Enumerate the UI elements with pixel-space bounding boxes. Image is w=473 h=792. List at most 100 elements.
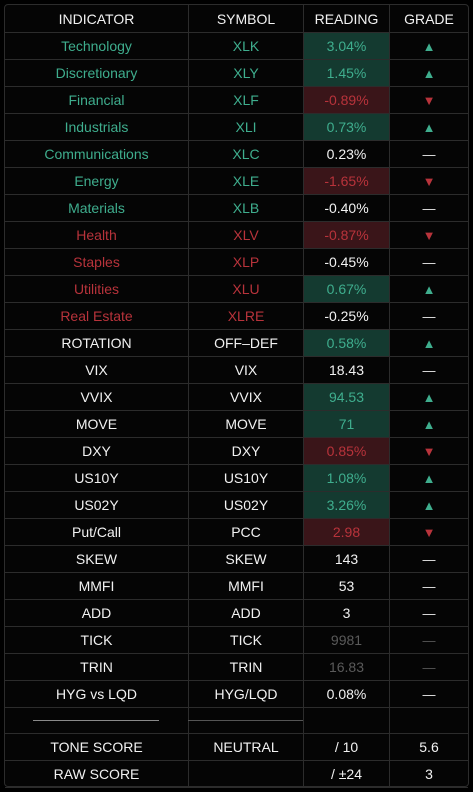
reading: -1.65% bbox=[303, 168, 389, 194]
separator-row bbox=[5, 708, 468, 734]
reading: 0.58% bbox=[303, 330, 389, 356]
reading: 0.08% bbox=[303, 681, 389, 707]
indicator-name: HYG vs LQD bbox=[56, 686, 137, 702]
symbol: PCC bbox=[188, 519, 303, 545]
reading: 0.85% bbox=[303, 438, 389, 464]
reading: -0.45% bbox=[303, 249, 389, 275]
grade: ▼ bbox=[389, 438, 468, 464]
symbol: ADD bbox=[188, 600, 303, 626]
symbol: XLF bbox=[188, 87, 303, 113]
grade: ▲ bbox=[389, 60, 468, 86]
reading: -0.89% bbox=[303, 87, 389, 113]
indicator-row: Staples XLP -0.45% — bbox=[5, 249, 468, 276]
indicator-row: Put/Call PCC 2.98 ▼ bbox=[5, 519, 468, 546]
indicator-row: MMFI MMFI 53— bbox=[5, 573, 468, 600]
indicator-row: Energy XLE -1.65% ▼ bbox=[5, 168, 468, 195]
score-indicator: TONE SCORE bbox=[50, 739, 143, 755]
column-header: INDICATOR bbox=[58, 10, 135, 27]
reading: 18.43 bbox=[303, 357, 389, 383]
reading: 2.98 bbox=[303, 519, 389, 545]
grade: ▼ bbox=[389, 87, 468, 113]
indicator-name: DXY bbox=[82, 443, 111, 459]
symbol: XLU bbox=[188, 276, 303, 302]
indicator-name: Health bbox=[76, 227, 117, 243]
grade: — bbox=[389, 141, 468, 167]
indicator-name: SKEW bbox=[75, 551, 118, 567]
indicator-row: ROTATION OFF–DEF 0.58% ▲ bbox=[5, 330, 468, 357]
grade: ▼ bbox=[389, 168, 468, 194]
indicator-name: Communications bbox=[44, 146, 149, 162]
symbol: XLE bbox=[188, 168, 303, 194]
grade: ▲ bbox=[389, 465, 468, 491]
grade: ▼ bbox=[389, 222, 468, 248]
indicator-row: US02Y US02Y 3.26% ▲ bbox=[5, 492, 468, 519]
indicator-name: Technology bbox=[61, 38, 132, 54]
indicator-row: Financial XLF -0.89% ▼ bbox=[5, 87, 468, 114]
symbol: XLRE bbox=[188, 303, 303, 329]
indicator-row: VVIX VVIX 94.53 ▲ bbox=[5, 384, 468, 411]
reading: -0.87% bbox=[303, 222, 389, 248]
indicator-name: Utilities bbox=[73, 281, 120, 297]
reading: 1.08% bbox=[303, 465, 389, 491]
indicator-row: DXY DXY 0.85% ▼ bbox=[5, 438, 468, 465]
grade: — bbox=[389, 573, 468, 599]
score-indicator: RAW SCORE bbox=[53, 766, 140, 782]
score-row: RAW SCORE / ±24 3 bbox=[5, 761, 468, 788]
score-empty bbox=[188, 761, 303, 787]
indicator-name: ADD bbox=[81, 605, 112, 621]
grade: — bbox=[389, 303, 468, 329]
indicator-name: Energy bbox=[74, 173, 119, 189]
reading: 0.67% bbox=[303, 276, 389, 302]
column-header: READING bbox=[303, 5, 389, 32]
indicator-name: TICK bbox=[80, 632, 113, 648]
divider-line bbox=[188, 720, 303, 721]
indicator-name: MMFI bbox=[78, 578, 115, 594]
symbol: XLC bbox=[188, 141, 303, 167]
indicator-name: US02Y bbox=[74, 497, 119, 513]
grade: ▲ bbox=[389, 276, 468, 302]
divider-line bbox=[33, 720, 159, 721]
indicator-name: Put/Call bbox=[71, 524, 122, 540]
symbol: XLI bbox=[188, 114, 303, 140]
reading: 9981 bbox=[303, 627, 389, 653]
indicator-table: INDICATOR SYMBOL READING GRADE Technology XLK… bbox=[4, 4, 469, 788]
reading: -0.40% bbox=[303, 195, 389, 221]
separator-cell bbox=[303, 708, 389, 733]
indicator-row: SKEW SKEW 143— bbox=[5, 546, 468, 573]
symbol: XLY bbox=[188, 60, 303, 86]
symbol: US02Y bbox=[188, 492, 303, 518]
indicator-row: VIX VIX 18.43— bbox=[5, 357, 468, 384]
indicator-row: Health XLV -0.87% ▼ bbox=[5, 222, 468, 249]
grade: ▲ bbox=[389, 384, 468, 410]
symbol: US10Y bbox=[188, 465, 303, 491]
symbol: MMFI bbox=[188, 573, 303, 599]
indicator-row: Technology XLK 3.04% ▲ bbox=[5, 33, 468, 60]
grade: — bbox=[389, 195, 468, 221]
reading: 0.23% bbox=[303, 141, 389, 167]
reading: 3.04% bbox=[303, 33, 389, 59]
indicator-row: Industrials XLI 0.73% ▲ bbox=[5, 114, 468, 141]
symbol: OFF–DEF bbox=[188, 330, 303, 356]
indicator-row: Materials XLB -0.40% — bbox=[5, 195, 468, 222]
indicator-row: TICK TICK 9981— bbox=[5, 627, 468, 654]
grade: — bbox=[389, 357, 468, 383]
indicator-name: VVIX bbox=[80, 389, 113, 405]
grade: — bbox=[389, 627, 468, 653]
symbol: TICK bbox=[188, 627, 303, 653]
indicator-row: Discretionary XLY 1.45% ▲ bbox=[5, 60, 468, 87]
score-grade: 5.6 bbox=[389, 734, 468, 760]
symbol: VIX bbox=[188, 357, 303, 383]
symbol: XLK bbox=[188, 33, 303, 59]
indicator-name: Real Estate bbox=[60, 308, 133, 324]
reading: 0.73% bbox=[303, 114, 389, 140]
reading: 71 bbox=[303, 411, 389, 437]
grade: — bbox=[389, 654, 468, 680]
column-header: GRADE bbox=[389, 5, 468, 32]
reading: -0.25% bbox=[303, 303, 389, 329]
symbol: DXY bbox=[188, 438, 303, 464]
indicator-row: Utilities XLU 0.67% ▲ bbox=[5, 276, 468, 303]
indicator-row: US10Y US10Y 1.08% ▲ bbox=[5, 465, 468, 492]
reading: 16.83 bbox=[303, 654, 389, 680]
grade: ▲ bbox=[389, 330, 468, 356]
